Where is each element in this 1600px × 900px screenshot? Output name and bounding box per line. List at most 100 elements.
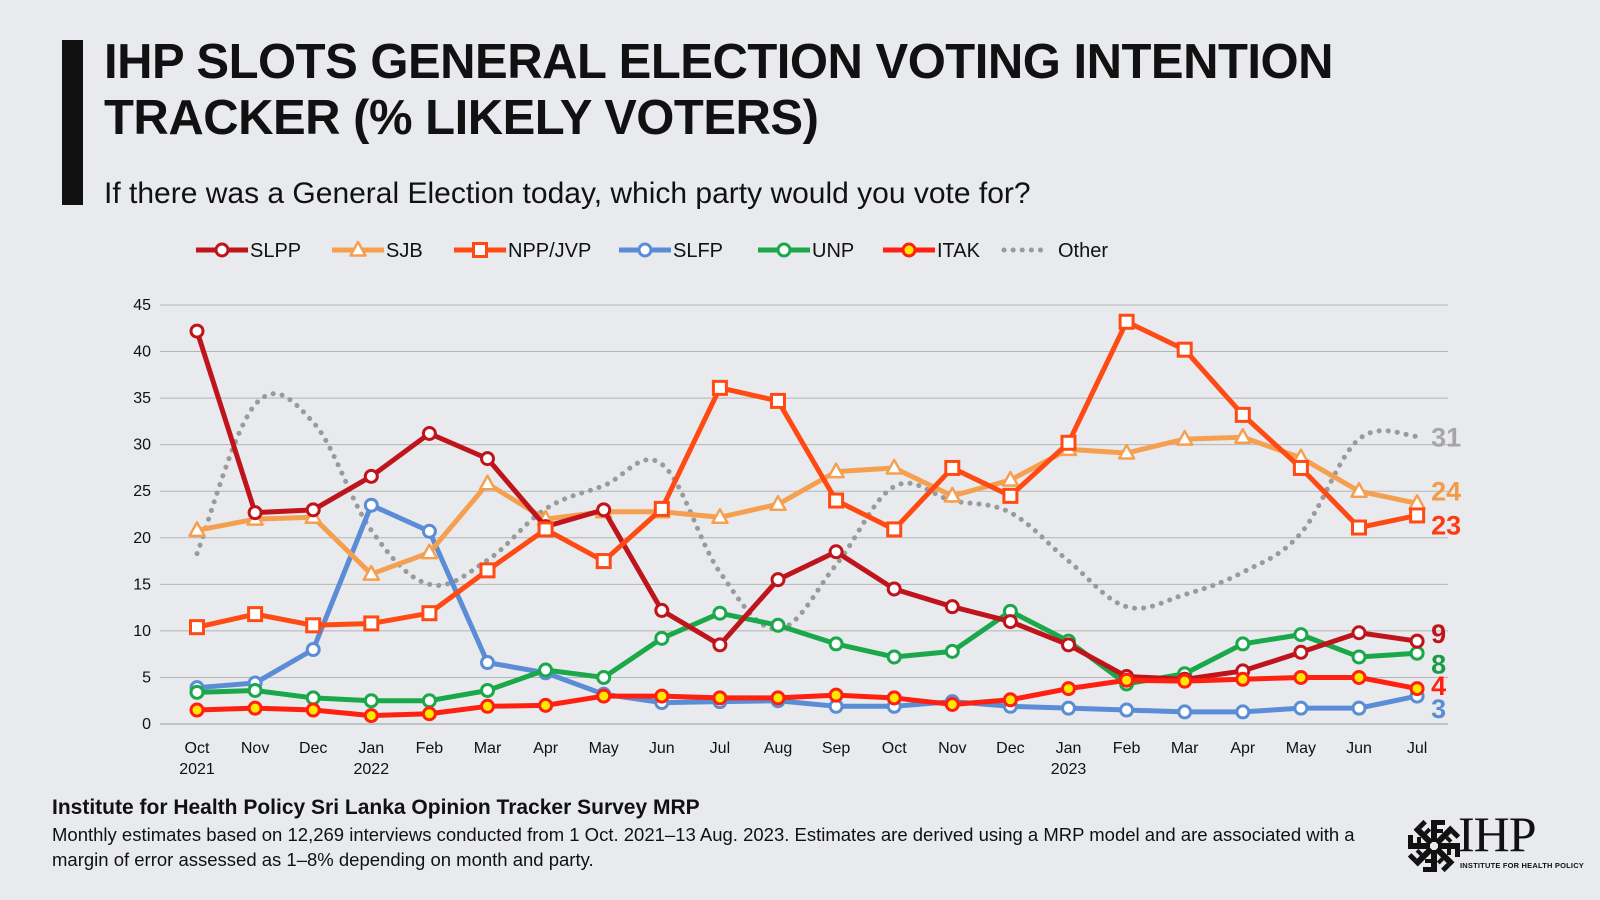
- end-label: 31: [1431, 422, 1461, 452]
- series-line: [194, 502, 1420, 715]
- data-point: [944, 696, 960, 712]
- legend-label: ITAK: [937, 240, 981, 262]
- data-point: [828, 636, 844, 652]
- x-tick-label: Jan: [1056, 740, 1082, 757]
- data-point: [472, 242, 488, 258]
- data-point: [1002, 614, 1018, 630]
- data-point: [421, 693, 437, 709]
- data-point: [711, 508, 729, 525]
- y-tick-label: 0: [142, 716, 151, 733]
- y-tick-label: 10: [133, 623, 151, 640]
- data-point: [305, 642, 321, 658]
- legend-item: NPP/JVP: [454, 240, 591, 262]
- data-point: [421, 425, 437, 441]
- data-point: [770, 392, 786, 409]
- data-point: [1292, 459, 1309, 476]
- data-point: [1117, 443, 1136, 460]
- data-point: [886, 581, 902, 597]
- data-point: [1061, 681, 1076, 697]
- data-point: [363, 468, 379, 484]
- data-point: [776, 242, 792, 258]
- data-point: [479, 562, 496, 579]
- data-point: [828, 492, 845, 509]
- x-tick-label: Oct: [882, 740, 907, 757]
- line-chart: 0 5 10 15 20 25 30 35 40 45 Oct Nov Dec Jan Feb Mar Apr M…: [133, 240, 1461, 778]
- chart-title: IHP SLOTS GENERAL ELECTION VOTING INTENT…: [104, 35, 1334, 145]
- series-line: [194, 674, 1420, 719]
- data-point: [305, 617, 322, 634]
- x-tick-label: Jun: [1346, 740, 1372, 757]
- data-point: [537, 521, 554, 538]
- data-point: [363, 497, 379, 513]
- x-year-label: 2022: [354, 761, 390, 778]
- data-point: [944, 599, 960, 615]
- x-tick-label: Nov: [241, 740, 269, 757]
- data-point: [480, 698, 495, 714]
- x-tick-label: Sep: [822, 740, 851, 757]
- data-point: [305, 702, 321, 718]
- data-point: [189, 684, 205, 700]
- data-point: [363, 693, 379, 709]
- series-other: [194, 391, 1420, 632]
- series-line: [194, 391, 1420, 632]
- data-point: [654, 630, 670, 646]
- data-point: [305, 690, 321, 706]
- data-point: [480, 451, 495, 467]
- y-tick-label: 35: [133, 390, 151, 407]
- data-point: [827, 462, 845, 479]
- data-point: [886, 649, 902, 665]
- x-tick-label: Feb: [1113, 740, 1141, 757]
- data-point: [712, 605, 728, 621]
- data-point: [538, 662, 554, 678]
- x-tick-label: Nov: [938, 740, 966, 757]
- data-point: [1177, 673, 1193, 689]
- data-point: [1061, 637, 1076, 653]
- x-tick-label: Mar: [1171, 740, 1199, 757]
- data-point: [189, 702, 205, 718]
- data-point: [770, 690, 786, 706]
- data-point: [885, 458, 903, 475]
- end-label: 3: [1431, 694, 1446, 724]
- x-tick-label: Dec: [299, 740, 327, 757]
- data-point: [1293, 669, 1309, 685]
- data-point: [188, 521, 206, 538]
- y-tick-label: 45: [133, 297, 151, 314]
- source-title: Institute for Health Policy Sri Lanka Op…: [52, 796, 700, 819]
- data-point: [654, 688, 670, 704]
- data-point: [420, 543, 439, 560]
- x-tick-label: Jul: [1407, 740, 1427, 757]
- data-point: [1176, 341, 1193, 358]
- data-point: [1234, 406, 1251, 423]
- data-point: [247, 700, 263, 716]
- x-tick-label: Apr: [1230, 740, 1256, 757]
- data-point: [1119, 702, 1135, 718]
- legend-item: SLFP: [619, 240, 723, 262]
- data-point: [944, 459, 961, 476]
- data-point: [886, 521, 903, 538]
- data-point: [1177, 704, 1193, 720]
- data-point: [247, 682, 263, 698]
- ihp-pinwheel-logo-icon: [1407, 819, 1461, 873]
- legend-label: SLPP: [250, 240, 301, 262]
- data-point: [421, 605, 438, 622]
- series-unp: [189, 603, 1425, 709]
- data-point: [712, 690, 728, 706]
- y-tick-label: 15: [133, 576, 151, 593]
- data-point: [1061, 700, 1076, 716]
- data-point: [595, 553, 612, 570]
- data-point: [596, 502, 612, 518]
- data-point: [1118, 313, 1135, 330]
- y-tick-label: 25: [133, 483, 151, 500]
- x-tick-label: Jun: [649, 740, 675, 757]
- data-point: [214, 242, 230, 258]
- data-point: [637, 242, 653, 258]
- data-point: [1235, 636, 1251, 652]
- data-point: [1293, 700, 1309, 716]
- data-point: [363, 615, 380, 632]
- x-tick-label: May: [1286, 740, 1316, 757]
- data-point: [828, 544, 844, 560]
- y-tick-label: 40: [133, 344, 151, 361]
- data-point: [421, 523, 437, 539]
- x-year-label: 2021: [179, 761, 215, 778]
- data-point: [1293, 644, 1309, 660]
